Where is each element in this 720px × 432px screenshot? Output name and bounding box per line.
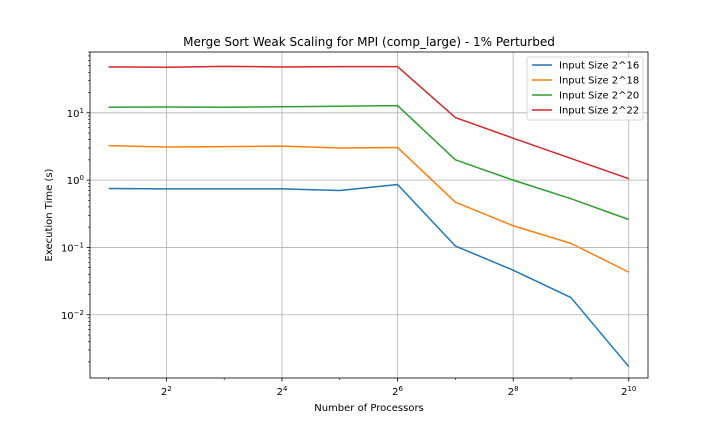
legend-label-1: Input Size 2^16 xyxy=(559,61,639,72)
y-tick-label: 10−1 xyxy=(61,241,84,254)
y-tick-label: 100 xyxy=(67,174,84,187)
y-axis-ticks: 10−2 10−1 100 101 xyxy=(61,51,90,363)
y-tick-label: 10−2 xyxy=(61,309,84,322)
series-lines xyxy=(108,65,630,368)
x-axis-title: Number of Processors xyxy=(314,403,424,414)
x-axis-ticks: 22 24 26 28 210 xyxy=(108,378,636,398)
x-tick-label: 210 xyxy=(621,385,636,398)
legend-label-4: Input Size 2^22 xyxy=(559,106,639,117)
legend-box xyxy=(526,56,644,121)
series-line-4 xyxy=(108,65,629,180)
chart-title: Merge Sort Weak Scaling for MPI (comp_la… xyxy=(183,35,555,49)
x-tick-label: 24 xyxy=(277,385,288,398)
legend-label-3: Input Size 2^20 xyxy=(559,91,639,102)
legend: Input Size 2^16 Input Size 2^18 Input Size… xyxy=(526,56,644,121)
y-tick-label: 101 xyxy=(67,107,84,120)
x-tick-label: 22 xyxy=(161,385,172,398)
series-line-3 xyxy=(108,104,630,221)
plot-frame xyxy=(89,51,649,379)
legend-label-2: Input Size 2^18 xyxy=(559,76,639,87)
y-axis-title: Execution Time (s) xyxy=(44,168,55,261)
series-line-2 xyxy=(108,144,630,273)
x-tick-label: 26 xyxy=(392,385,403,398)
x-tick-label: 28 xyxy=(508,385,519,398)
series-line-1 xyxy=(108,183,630,368)
